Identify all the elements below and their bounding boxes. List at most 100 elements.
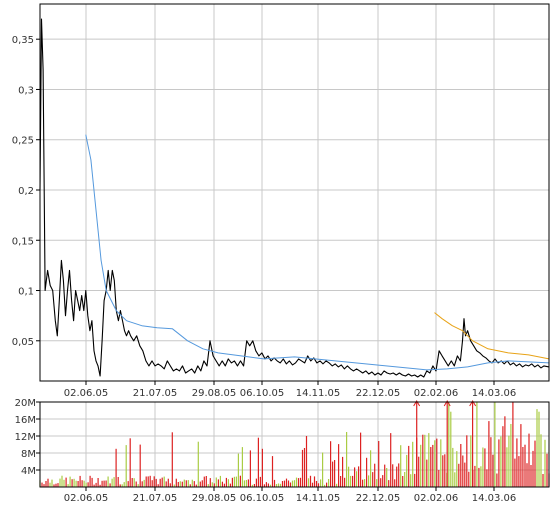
volume-bar bbox=[229, 483, 231, 487]
volume-bar bbox=[460, 444, 462, 487]
volume-bar bbox=[201, 480, 203, 487]
volume-x-tick-label: 06.10.05 bbox=[240, 493, 285, 504]
volume-bar bbox=[474, 465, 476, 487]
volume-bar bbox=[273, 479, 276, 487]
volume-bar bbox=[285, 478, 288, 487]
volume-y-tick-label: 8M bbox=[21, 449, 36, 460]
volume-bar bbox=[366, 457, 368, 487]
volume-bar bbox=[53, 484, 55, 487]
volume-bar bbox=[233, 476, 235, 487]
price-y-ticks: 0,05 0,1 0,15 0,2 0,25 0,3 0,35 bbox=[12, 35, 40, 348]
volume-bar bbox=[332, 461, 334, 487]
volume-bar bbox=[189, 484, 191, 487]
volume-bar bbox=[223, 483, 225, 487]
volume-bar bbox=[430, 447, 432, 487]
moving-average-line-short bbox=[434, 312, 550, 360]
volume-bar bbox=[119, 484, 121, 487]
volume-x-tick-label: 22.12.05 bbox=[356, 493, 401, 504]
volume-bar bbox=[426, 459, 428, 487]
volume-bar bbox=[81, 480, 83, 487]
volume-bar bbox=[131, 478, 133, 487]
volume-bar bbox=[396, 466, 398, 487]
volume-bar bbox=[59, 478, 61, 487]
volume-bar bbox=[470, 435, 472, 487]
volume-bar bbox=[101, 480, 103, 487]
volume-bar bbox=[127, 481, 129, 487]
volume-bar bbox=[297, 478, 300, 487]
volume-bar bbox=[117, 477, 119, 487]
volume-bar bbox=[544, 439, 546, 487]
volume-bar bbox=[123, 482, 125, 487]
volume-bar bbox=[225, 477, 227, 487]
volume-bar bbox=[390, 433, 392, 487]
volume-bar bbox=[109, 483, 111, 487]
volume-bar bbox=[364, 479, 366, 487]
volume-bar bbox=[438, 470, 440, 487]
volume-bar bbox=[546, 453, 548, 487]
volume-bar bbox=[237, 453, 239, 487]
volume-bar bbox=[51, 479, 53, 487]
volume-bar bbox=[492, 454, 494, 487]
volume-bar bbox=[358, 466, 360, 487]
volume-bar bbox=[380, 478, 382, 487]
volume-bar bbox=[502, 426, 504, 487]
volume-bar bbox=[448, 402, 450, 487]
volume-bar bbox=[295, 477, 298, 487]
volume-bar bbox=[107, 476, 109, 487]
volume-bar bbox=[424, 434, 426, 487]
volume-bar bbox=[181, 481, 183, 487]
volume-bar bbox=[183, 479, 185, 487]
volume-bar bbox=[75, 480, 77, 487]
volume-bar bbox=[251, 484, 253, 487]
volume-bar bbox=[271, 456, 274, 487]
volume-bar bbox=[434, 440, 436, 487]
volume-bar bbox=[267, 483, 269, 487]
volume-bar bbox=[149, 475, 151, 487]
volume-bar bbox=[287, 480, 290, 487]
volume-bar bbox=[87, 482, 89, 487]
volume-bar bbox=[169, 483, 171, 487]
volume-bar bbox=[518, 456, 520, 487]
volume-bar bbox=[348, 466, 350, 487]
volume-bar bbox=[159, 478, 161, 487]
volume-bar bbox=[315, 481, 318, 487]
volume-bar bbox=[328, 479, 330, 487]
volume-bar bbox=[289, 482, 292, 487]
volume-bar bbox=[89, 475, 91, 487]
volume-bar bbox=[432, 444, 434, 487]
volume-bar bbox=[77, 481, 79, 487]
volume-bar bbox=[378, 441, 380, 487]
volume-bar bbox=[91, 477, 93, 487]
volume-bar bbox=[476, 402, 478, 487]
volume-bar bbox=[205, 476, 207, 487]
volume-bar bbox=[338, 444, 340, 487]
volume-bar bbox=[307, 478, 310, 487]
volume-bar bbox=[526, 463, 528, 487]
volume-bar bbox=[512, 402, 514, 487]
volume-bar bbox=[45, 481, 47, 487]
volume-bar bbox=[257, 437, 259, 487]
volume-bar bbox=[279, 483, 282, 487]
volume-bar bbox=[540, 434, 542, 487]
volume-bar bbox=[261, 448, 263, 487]
volume-bar bbox=[247, 479, 249, 487]
volume-bar bbox=[67, 484, 69, 487]
volume-bar bbox=[301, 449, 304, 487]
volume-bar bbox=[111, 478, 113, 487]
volume-bar bbox=[522, 447, 524, 487]
volume-bar bbox=[504, 416, 506, 487]
volume-bar bbox=[340, 476, 342, 487]
volume-bar bbox=[155, 478, 157, 487]
volume-bar bbox=[428, 433, 430, 487]
volume-bar bbox=[163, 476, 165, 487]
volume-bar bbox=[239, 475, 241, 487]
volume-bar bbox=[418, 456, 420, 487]
volume-bar bbox=[177, 482, 179, 487]
volume-bar bbox=[496, 473, 498, 487]
volume-bar bbox=[392, 464, 394, 487]
volume-bar bbox=[388, 480, 390, 487]
volume-bar bbox=[129, 438, 131, 487]
volume-bar bbox=[330, 441, 332, 487]
volume-x-tick-label: 29.08.05 bbox=[192, 493, 237, 504]
